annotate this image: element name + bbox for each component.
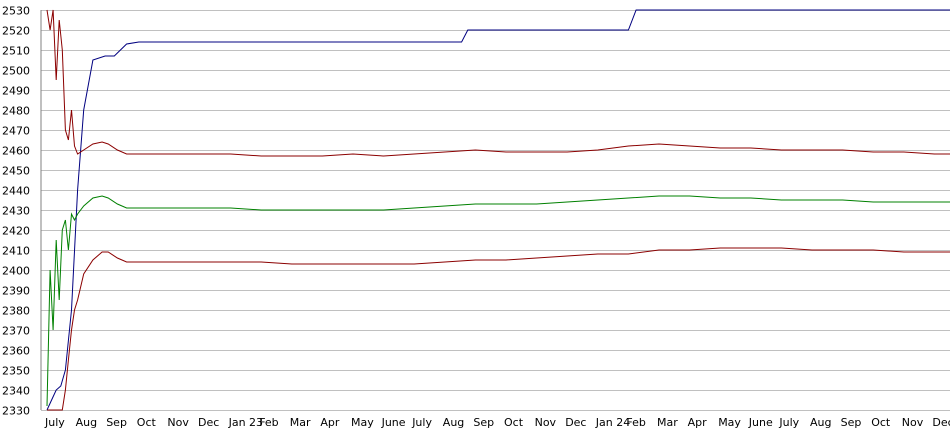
x-tick-label: July <box>411 416 432 429</box>
y-tick-label: 2530 <box>2 5 30 18</box>
x-tick-label: Nov <box>535 416 557 429</box>
x-tick-label: Nov <box>902 416 924 429</box>
y-tick-labels: 2330 2340 2350 2360 2370 2380 2390 2400 2410 2420… <box>2 5 30 418</box>
y-tick-label: 2480 <box>2 105 30 118</box>
x-tick-label: Sep <box>106 416 127 429</box>
x-tick-label: Jan 23 <box>228 416 263 429</box>
y-tick-label: 2430 <box>2 205 30 218</box>
y-tick-label: 2390 <box>2 285 30 298</box>
x-tick-label: Oct <box>504 416 524 429</box>
y-tick-label: 2450 <box>2 165 30 178</box>
series-line-3 <box>46 195 950 407</box>
x-tick-label: July <box>44 416 65 429</box>
y-tick-label: 2360 <box>2 345 30 358</box>
x-tick-label: May <box>351 416 374 429</box>
y-tick-label: 2370 <box>2 325 30 338</box>
y-tick-label: 2470 <box>2 125 30 138</box>
x-tick-label: Oct <box>871 416 891 429</box>
series-line-4 <box>47 247 950 411</box>
x-tick-label: Nov <box>167 416 189 429</box>
x-tick-label: Sep <box>473 416 494 429</box>
x-tick-label: Dec <box>565 416 586 429</box>
series-line-1 <box>46 9 950 411</box>
y-tick-label: 2440 <box>2 185 30 198</box>
y-tick-label: 2510 <box>2 45 30 58</box>
y-tick-label: 2420 <box>2 225 30 238</box>
y-tick-label: 2330 <box>2 405 30 418</box>
x-tick-label: June <box>748 416 773 429</box>
y-tick-label: 2500 <box>2 65 30 78</box>
y-tick-label: 2460 <box>2 145 30 158</box>
x-tick-label: Apr <box>688 416 708 429</box>
y-tick-label: 2400 <box>2 265 30 278</box>
x-tick-label: Mar <box>657 416 678 429</box>
x-tick-label: Aug <box>810 416 831 429</box>
x-tick-label: Oct <box>137 416 157 429</box>
x-tick-label: July <box>778 416 799 429</box>
x-tick-label: Jan 24 <box>595 416 630 429</box>
x-tick-label: Sep <box>841 416 862 429</box>
x-tick-label: Dec <box>932 416 950 429</box>
series-lines <box>46 9 950 411</box>
x-tick-label: Feb <box>259 416 278 429</box>
x-tick-label: Dec <box>198 416 219 429</box>
x-tick-label: June <box>381 416 406 429</box>
x-tick-label: Aug <box>76 416 97 429</box>
series-line-2 <box>46 9 950 157</box>
y-tick-label: 2410 <box>2 245 30 258</box>
x-tick-label: Apr <box>320 416 340 429</box>
y-tick-label: 2490 <box>2 85 30 98</box>
x-tick-label: Mar <box>290 416 311 429</box>
y-tick-label: 2380 <box>2 305 30 318</box>
y-tick-label: 2350 <box>2 365 30 378</box>
x-tick-label: Feb <box>626 416 645 429</box>
x-tick-label: Aug <box>443 416 464 429</box>
x-tick-label: May <box>718 416 741 429</box>
y-tick-label: 2520 <box>2 25 30 38</box>
grid-lines <box>41 10 950 411</box>
y-tick-label: 2340 <box>2 385 30 398</box>
